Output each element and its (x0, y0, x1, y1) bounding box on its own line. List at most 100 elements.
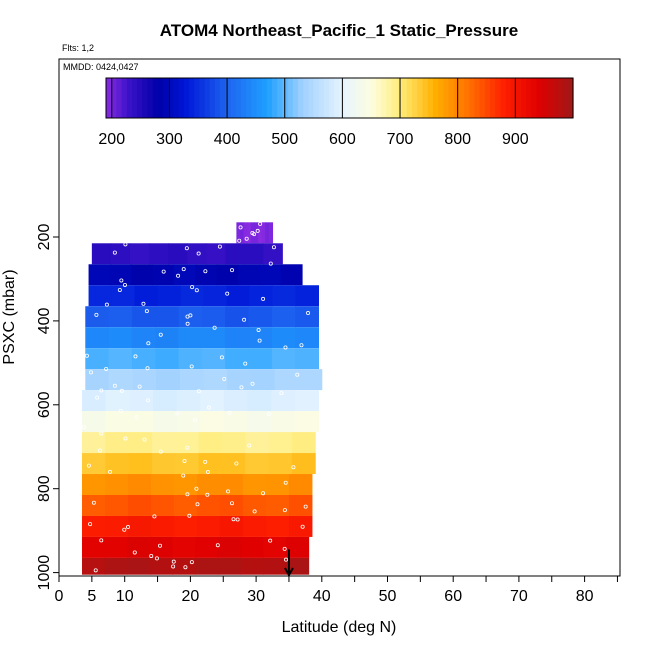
heatmap-cell (132, 369, 157, 391)
observation-point (271, 245, 276, 250)
colorbar-segment (256, 78, 263, 118)
heatmap-cell (150, 474, 175, 495)
heatmap-cell (221, 432, 246, 454)
colorbar-segment (131, 78, 138, 118)
observation-point (171, 559, 176, 564)
observation-point (217, 244, 222, 249)
heatmap-cell (196, 474, 221, 495)
heatmap-cell (81, 515, 106, 537)
heatmap-cell (109, 264, 132, 286)
observation-point (134, 415, 139, 420)
x-axis-label: Latitude (deg N) (282, 619, 397, 636)
heatmap-cell (108, 348, 133, 370)
heatmap-cell (173, 264, 196, 286)
heatmap-cell (131, 327, 156, 349)
x-tick-label: 70 (510, 588, 528, 605)
heatmap-cell (265, 494, 290, 516)
heatmap-cell (105, 411, 130, 433)
heatmap-cell (195, 264, 218, 286)
colorbar-segment (541, 78, 548, 118)
observation-point (81, 424, 86, 429)
observation-point (282, 546, 287, 551)
observation-point (247, 443, 252, 448)
colorbar-segment (251, 78, 258, 118)
colorbar-segment (443, 78, 450, 118)
y-axis-label: PSXC (mbar) (1, 269, 18, 364)
observation-point (252, 509, 257, 514)
observation-point (117, 287, 122, 292)
observation-point (158, 449, 163, 454)
heatmap-cell (225, 243, 245, 265)
colorbar-segment (220, 78, 226, 118)
heatmap-cell (175, 432, 200, 454)
heatmap-cell (134, 285, 159, 307)
marker-arrow-head (284, 567, 294, 578)
colorbar-segment (147, 78, 154, 118)
heatmap-cell (243, 222, 248, 244)
heatmap-cell (149, 243, 169, 265)
observation-point (84, 353, 89, 358)
observation-point (93, 568, 98, 573)
colorbar-segment (505, 78, 512, 118)
heatmap-cell (129, 390, 154, 412)
observation-point (99, 388, 104, 393)
heatmap-cell (225, 348, 250, 370)
observation-point (181, 473, 186, 478)
heatmap-cell (155, 306, 180, 328)
observation-point (194, 288, 199, 293)
colorbar-tick-label: 600 (329, 131, 356, 148)
colorbar-segment (381, 78, 387, 118)
heatmap-cell (291, 453, 316, 475)
colorbar-segment (142, 78, 149, 118)
observation-point (189, 560, 194, 565)
observation-point (108, 469, 113, 474)
heatmap-cell (81, 536, 106, 558)
observation-point (104, 366, 109, 371)
heatmap-cell (240, 557, 264, 575)
colorbar-segment (214, 78, 221, 118)
chart-title: ATOM4 Northeast_Pacific_1 Static_Pressur… (160, 21, 518, 40)
observation-point (187, 513, 192, 518)
heatmap-cell (173, 474, 198, 495)
heatmap-cell (150, 515, 175, 537)
colorbar-segment (344, 78, 351, 118)
colorbar-segment (567, 78, 574, 118)
colorbar-segment (375, 78, 382, 118)
heatmap-cell (105, 390, 130, 412)
observation-point (184, 246, 189, 251)
colorbar-segment (235, 78, 242, 118)
observation-point (238, 225, 243, 230)
heatmap-cell (247, 411, 272, 433)
heatmap-cell (168, 243, 188, 265)
observation-point (146, 398, 151, 403)
heatmap-cell (250, 369, 275, 391)
observation-point (89, 370, 94, 375)
colorbar-segment (183, 78, 190, 118)
heatmap-cell (248, 306, 273, 328)
heatmap-cell (104, 515, 129, 537)
heatmap-cell (288, 474, 313, 495)
heatmap-cell (108, 327, 133, 349)
heatmap-cell (131, 306, 156, 328)
observation-point (261, 491, 266, 496)
observation-point (152, 514, 157, 519)
observation-point (183, 565, 188, 570)
observation-point (303, 504, 308, 509)
observation-point (146, 341, 151, 346)
colorbar-tick-label: 500 (271, 131, 298, 148)
heatmap-cell (272, 285, 297, 307)
plot-frame (58, 58, 621, 577)
colorbar-segment (272, 78, 278, 118)
observation-point (196, 389, 201, 394)
observation-point (144, 309, 149, 314)
observation-point (205, 470, 210, 475)
heatmap-cell (263, 557, 287, 575)
observation-point (219, 355, 224, 360)
x-tick-label: 0 (55, 588, 64, 605)
heatmap-cell (104, 494, 129, 516)
observation-point (268, 261, 273, 266)
colorbar-segment (137, 78, 143, 118)
heatmap-cell (265, 515, 290, 537)
observation-point (243, 361, 248, 366)
y-tick-label: 200 (36, 224, 53, 251)
